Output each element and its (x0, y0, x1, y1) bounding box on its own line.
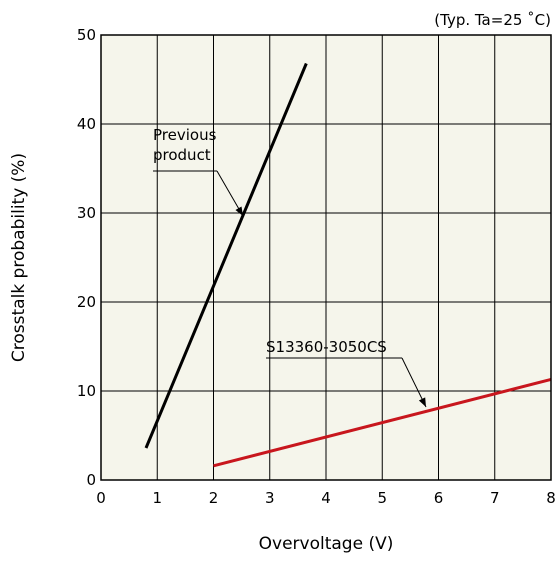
x-axis-title: Overvoltage (V) (259, 534, 394, 554)
annotations: Previous product S13360-3050CS (153, 126, 427, 408)
series-line-2 (213, 377, 552, 468)
leader-arrowhead (418, 397, 426, 407)
series-line-1 (144, 62, 308, 449)
y-tick-label: 40 (77, 115, 96, 133)
x-tick-label: 3 (265, 489, 275, 507)
x-tick-labels: 0 1 2 3 4 5 6 7 8 (96, 489, 556, 507)
x-tick-label: 7 (490, 489, 500, 507)
plot-frame (100, 34, 552, 481)
x-tick-label: 4 (321, 489, 331, 507)
y-axis-title: Crosstalk probability (%) (9, 153, 29, 362)
x-tick-label: 2 (209, 489, 219, 507)
series-label-1: Previous (153, 126, 217, 144)
series-label-2: S13360-3050CS (266, 338, 387, 356)
series-label-1: product (153, 146, 211, 164)
leader-arrowhead (235, 206, 243, 216)
series-lines (144, 62, 552, 468)
leader-line (401, 357, 427, 408)
x-tick-label: 5 (377, 489, 387, 507)
y-tick-label: 30 (77, 204, 96, 222)
y-tick-labels: 0 10 20 30 40 50 (77, 26, 96, 489)
x-tick-label: 0 (96, 489, 106, 507)
y-tick-label: 10 (77, 382, 96, 400)
y-tick-label: 20 (77, 293, 96, 311)
x-tick-label: 6 (434, 489, 444, 507)
x-tick-label: 1 (152, 489, 162, 507)
y-tick-label: 0 (86, 471, 96, 489)
y-tick-label: 50 (77, 26, 96, 44)
conditions-note: (Typ. Ta=25 ˚C) (434, 11, 551, 29)
x-tick-label: 8 (546, 489, 556, 507)
grid-lines (101, 35, 551, 480)
